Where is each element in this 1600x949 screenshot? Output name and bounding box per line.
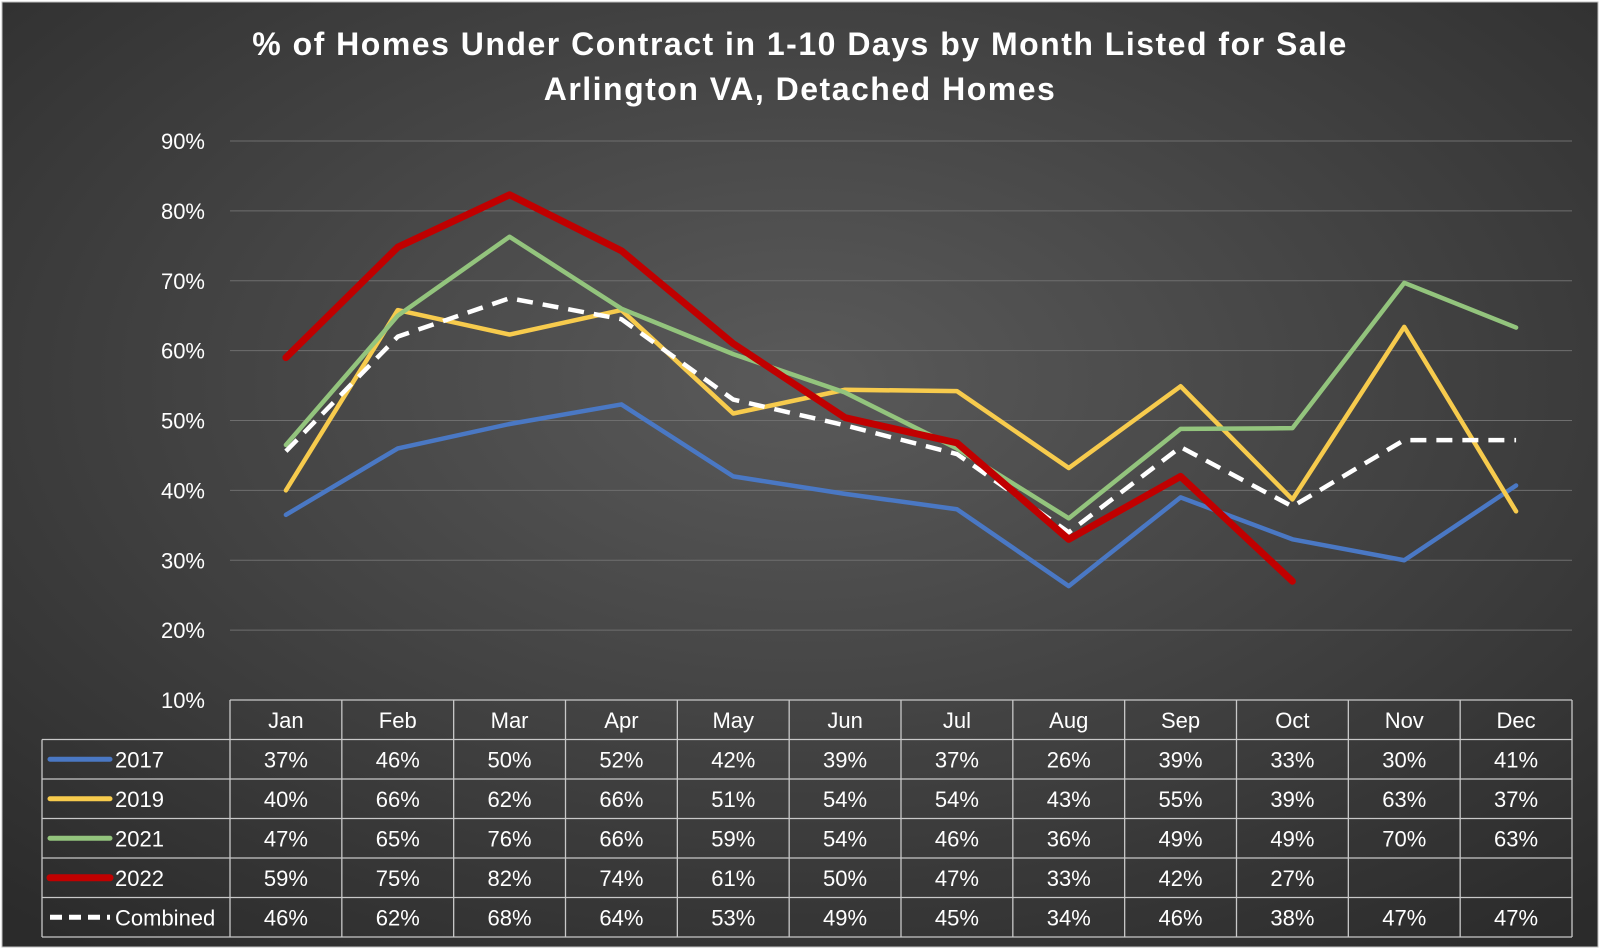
y-tick-label: 20% <box>161 618 205 643</box>
data-label: 46% <box>935 826 979 851</box>
x-category-label: Sep <box>1161 708 1200 733</box>
data-label: 26% <box>1047 747 1091 772</box>
data-label: 47% <box>1382 905 1426 930</box>
series-lines <box>282 191 1519 589</box>
y-tick-label: 40% <box>161 478 205 503</box>
series-line-2021 <box>283 234 1519 521</box>
data-label: 49% <box>823 905 867 930</box>
series-line-2022 <box>282 191 1296 585</box>
y-axis-ticks: 90% 80% 70% 60% 50% 40% 30% 20% 10% <box>161 129 205 713</box>
data-label: 54% <box>935 787 979 812</box>
data-label: 49% <box>1159 826 1203 851</box>
x-category-label: Aug <box>1049 708 1088 733</box>
x-category-label: Jun <box>827 708 862 733</box>
data-label: 37% <box>1494 787 1538 812</box>
x-category-label: Dec <box>1497 708 1536 733</box>
x-category-label: Mar <box>491 708 529 733</box>
legend-label-2017: 2017 <box>115 747 164 772</box>
data-label: 64% <box>599 905 643 930</box>
data-label: 50% <box>488 747 532 772</box>
data-label: 41% <box>1494 747 1538 772</box>
data-label: 82% <box>488 866 532 891</box>
y-tick-label: 50% <box>161 409 205 434</box>
data-label: 30% <box>1382 747 1426 772</box>
y-tick-label: 80% <box>161 199 205 224</box>
data-label: 50% <box>823 866 867 891</box>
data-label: 46% <box>1159 905 1203 930</box>
data-label: 63% <box>1494 826 1538 851</box>
data-label: 62% <box>488 787 532 812</box>
data-label: 33% <box>1047 866 1091 891</box>
data-label: 76% <box>488 826 532 851</box>
data-label: 54% <box>823 787 867 812</box>
data-label: 45% <box>935 905 979 930</box>
x-category-label: Feb <box>379 708 417 733</box>
data-label: 47% <box>264 826 308 851</box>
data-label: 75% <box>376 866 420 891</box>
x-category-label: Jan <box>268 708 303 733</box>
y-tick-label: 60% <box>161 339 205 364</box>
data-label: 66% <box>376 787 420 812</box>
y-tick-label: 30% <box>161 548 205 573</box>
series-line-2019 <box>283 307 1519 514</box>
data-label: 36% <box>1047 826 1091 851</box>
data-label: 43% <box>1047 787 1091 812</box>
data-label: 46% <box>264 905 308 930</box>
data-label: 39% <box>1270 787 1314 812</box>
data-label: 68% <box>488 905 532 930</box>
y-tick-label: 90% <box>161 129 205 154</box>
series-line-2017 <box>283 402 1519 589</box>
data-label: 70% <box>1382 826 1426 851</box>
data-label: 55% <box>1159 787 1203 812</box>
data-label: 59% <box>264 866 308 891</box>
chart-title-line1: % of Homes Under Contract in 1-10 Days b… <box>252 26 1348 62</box>
x-category-label: Jul <box>943 708 971 733</box>
data-label: 51% <box>711 787 755 812</box>
y-tick-label: 70% <box>161 269 205 294</box>
data-label: 59% <box>711 826 755 851</box>
data-label: 46% <box>376 747 420 772</box>
data-label: 66% <box>599 826 643 851</box>
data-label: 39% <box>1159 747 1203 772</box>
data-label: 37% <box>935 747 979 772</box>
x-category-label: Nov <box>1385 708 1424 733</box>
data-label: 53% <box>711 905 755 930</box>
data-label: 38% <box>1270 905 1314 930</box>
x-category-label: May <box>712 708 754 733</box>
series-line-combined <box>284 295 1517 535</box>
data-label: 40% <box>264 787 308 812</box>
data-label: 61% <box>711 866 755 891</box>
legend-label-2019: 2019 <box>115 787 164 812</box>
data-label: 47% <box>935 866 979 891</box>
data-label: 47% <box>1494 905 1538 930</box>
data-label: 27% <box>1270 866 1314 891</box>
data-label: 42% <box>711 747 755 772</box>
data-label: 62% <box>376 905 420 930</box>
data-label: 74% <box>599 866 643 891</box>
data-label: 52% <box>599 747 643 772</box>
data-label: 65% <box>376 826 420 851</box>
x-category-label: Apr <box>604 708 638 733</box>
legend-label-combined: Combined <box>115 905 215 930</box>
data-label: 34% <box>1047 905 1091 930</box>
data-label: 39% <box>823 747 867 772</box>
legend-label-2022: 2022 <box>115 866 164 891</box>
data-label: 33% <box>1270 747 1314 772</box>
data-label: 54% <box>823 826 867 851</box>
x-category-label: Oct <box>1275 708 1309 733</box>
data-label: 42% <box>1159 866 1203 891</box>
data-label: 66% <box>599 787 643 812</box>
data-label: 49% <box>1270 826 1314 851</box>
data-table: Jan Feb Mar Apr May Jun Jul Aug Sep Oct Nov Dec 2017… <box>41 699 1573 938</box>
data-label: 37% <box>264 747 308 772</box>
legend-label-2021: 2021 <box>115 826 164 851</box>
y-tick-label: 10% <box>161 688 205 713</box>
data-label: 63% <box>1382 787 1426 812</box>
chart-title-line2: Arlington VA, Detached Homes <box>544 71 1057 107</box>
